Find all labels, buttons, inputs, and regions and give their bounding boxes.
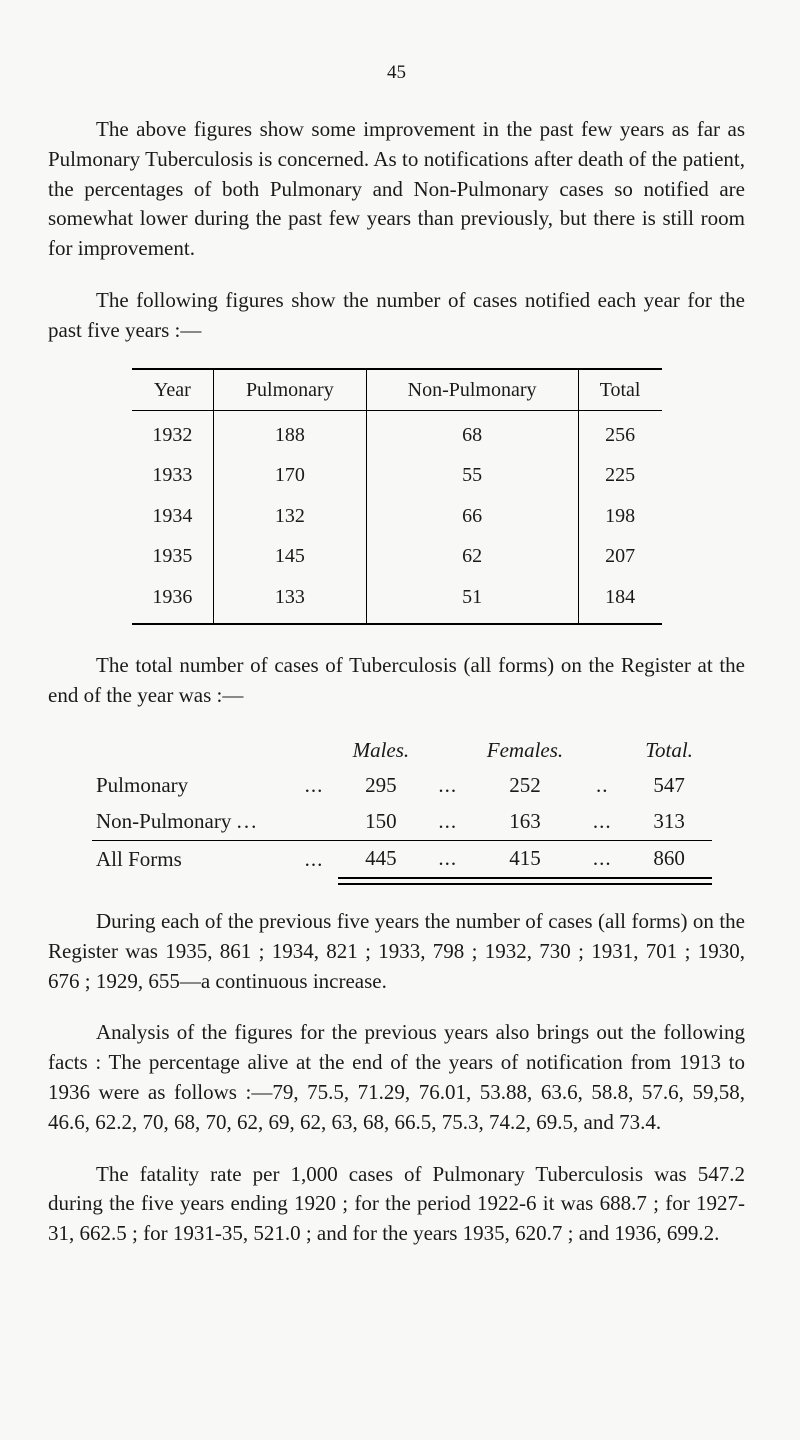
reg-val: 313: [626, 804, 712, 840]
register-row: Pulmonary ... 295 ... 252 .. 547: [92, 768, 712, 804]
register-table: Males. Females. Total. Pulmonary ... 295…: [92, 733, 712, 885]
cell: 145: [214, 536, 366, 576]
reg-label-nonpulmonary: Non-Pulmonary: [96, 809, 231, 833]
reg-val: 860: [626, 841, 712, 878]
paragraph-1: The above figures show some improvement …: [48, 115, 745, 264]
cell: 133: [214, 577, 366, 624]
cell: 62: [366, 536, 578, 576]
cell: 1932: [132, 411, 214, 456]
col-year: Year: [132, 369, 214, 411]
reg-val: 150: [338, 804, 424, 840]
register-row: Non-Pulmonary ... 150 ... 163 ... 313: [92, 804, 712, 840]
cell: 170: [214, 455, 366, 495]
dots: ...: [424, 768, 472, 804]
reg-val: 252: [472, 768, 578, 804]
cell: 1934: [132, 496, 214, 536]
reg-head-total: Total.: [626, 733, 712, 769]
dots: ...: [578, 804, 626, 840]
paragraph-3: The total number of cases of Tuberculosi…: [48, 651, 745, 711]
dots: ...: [290, 841, 338, 878]
table-header-row: Year Pulmonary Non-Pulmonary Total: [132, 369, 662, 411]
cell: 256: [578, 411, 661, 456]
cell: 1935: [132, 536, 214, 576]
register-total-row: All Forms ... 445 ... 415 ... 860: [92, 841, 712, 878]
table-row: 1936 133 51 184: [132, 577, 662, 624]
reg-head-females: Females.: [472, 733, 578, 769]
cell: 225: [578, 455, 661, 495]
cell: 198: [578, 496, 661, 536]
reg-val: 445: [338, 841, 424, 878]
cell: 51: [366, 577, 578, 624]
dots: ...: [424, 841, 472, 878]
reg-val: 163: [472, 804, 578, 840]
paragraph-2: The following figures show the number of…: [48, 286, 745, 346]
cell: 1933: [132, 455, 214, 495]
register-rule: [92, 878, 712, 884]
cell: 207: [578, 536, 661, 576]
reg-label-allforms: All Forms: [96, 847, 182, 871]
col-total: Total: [578, 369, 661, 411]
col-non-pulmonary: Non-Pulmonary: [366, 369, 578, 411]
cell: 66: [366, 496, 578, 536]
register-header-row: Males. Females. Total.: [92, 733, 712, 769]
dots: ...: [424, 804, 472, 840]
cell: 188: [214, 411, 366, 456]
table-row: 1935 145 62 207: [132, 536, 662, 576]
reg-val: 415: [472, 841, 578, 878]
dots: ..: [578, 768, 626, 804]
reg-val: 295: [338, 768, 424, 804]
table-row: 1933 170 55 225: [132, 455, 662, 495]
cases-notified-table: Year Pulmonary Non-Pulmonary Total 1932 …: [132, 368, 662, 625]
table-row: 1934 132 66 198: [132, 496, 662, 536]
col-pulmonary: Pulmonary: [214, 369, 366, 411]
reg-head-males: Males.: [338, 733, 424, 769]
paragraph-6: The fatality rate per 1,000 cases of Pul…: [48, 1160, 745, 1249]
reg-val: 547: [626, 768, 712, 804]
dots: ...: [290, 768, 338, 804]
cell: 1936: [132, 577, 214, 624]
cell: 184: [578, 577, 661, 624]
cell: 132: [214, 496, 366, 536]
table-row: 1932 188 68 256: [132, 411, 662, 456]
reg-label-pulmonary: Pulmonary: [96, 773, 188, 797]
cell: 55: [366, 455, 578, 495]
paragraph-5: Analysis of the figures for the previous…: [48, 1018, 745, 1137]
dots: ...: [578, 841, 626, 878]
page-number: 45: [48, 60, 745, 87]
cell: 68: [366, 411, 578, 456]
paragraph-4: During each of the previous five years t…: [48, 907, 745, 996]
